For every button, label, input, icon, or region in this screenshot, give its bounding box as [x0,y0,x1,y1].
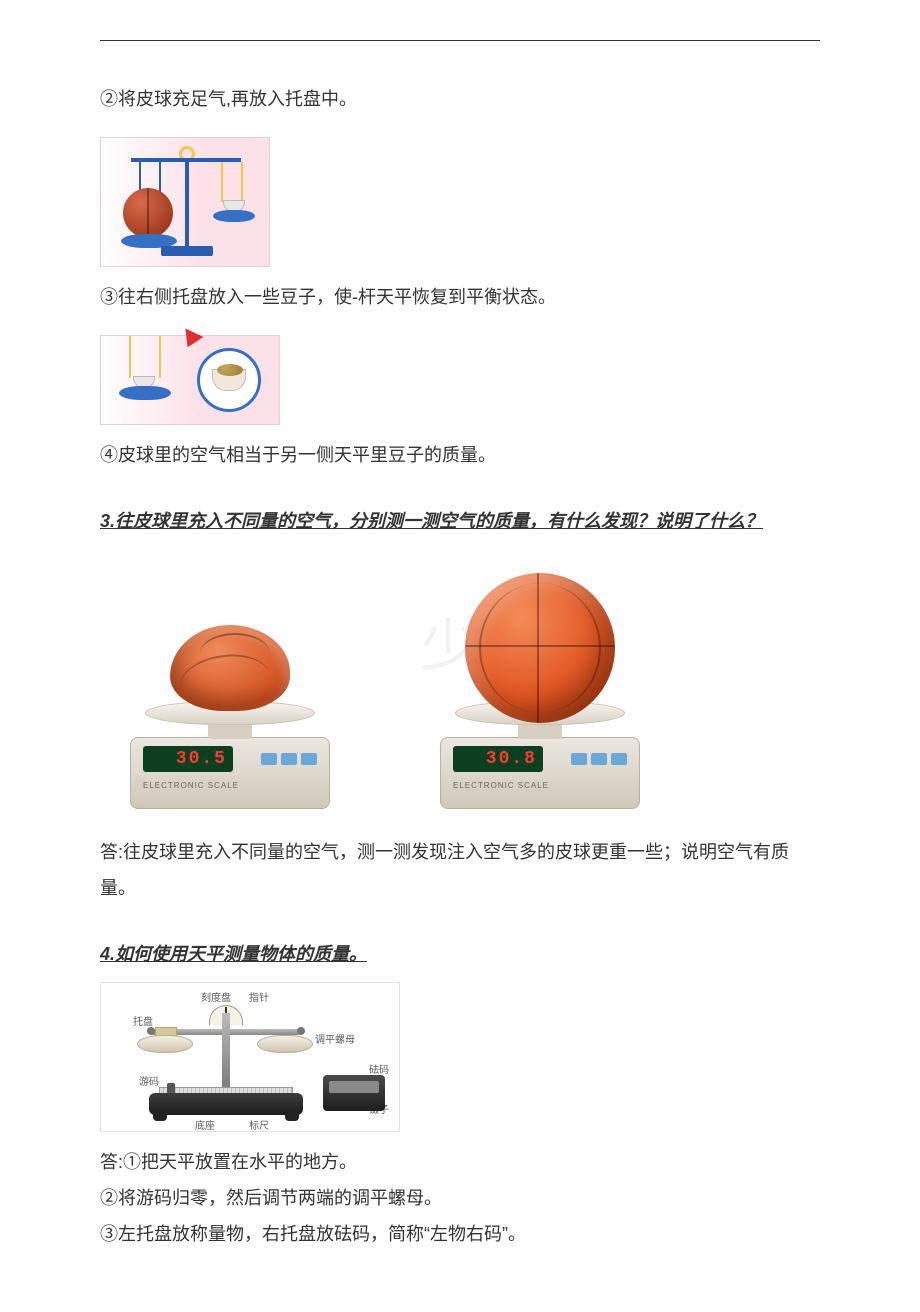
answer-4-step1: 答:①把天平放置在水平的地方。 [100,1144,820,1180]
weights-box-icon [323,1075,385,1111]
balance-illustration-1 [100,137,270,267]
label-base: 底座 [195,1117,215,1137]
question-3-heading: 3.往皮球里充入不同量的空气，分别测一测空气的质量，有什么发现？说明了什么？ [100,503,820,539]
scale-brand-left: ELECTRONIC SCALE [143,778,317,794]
step-2-text: ②将皮球充足气,再放入托盘中。 [100,81,820,117]
inflated-ball-icon [465,573,615,723]
label-slider: 游码 [139,1073,159,1093]
step-4-text: ④皮球里的空气相当于另一侧天平里豆子的质量。 [100,437,820,473]
basketball-icon [123,188,173,238]
page-top-rule [100,40,820,41]
lcd-display-left: 30.5 [143,746,233,772]
balance-illustration-2 [100,335,280,425]
answer-3-line1: 答:往皮球里充入不同量的空气，测一测发现注入空气多的皮球更重一些；说明空气有质 [100,834,820,870]
answer-4-step3: ③左托盘放称量物，右托盘放砝码，简称“左物右码”。 [100,1216,820,1252]
lcd-display-right: 30.8 [453,746,543,772]
lab-balance-diagram: 托盘 刻度盘 指针 调平螺母 游码 砝码 镊子 底座 标尺 [100,982,400,1132]
label-pointer: 指针 [249,989,269,1009]
question-4-heading: 4.如何使用天平测量物体的质量。 [100,936,820,972]
scale-inflated-ball: 30.8 ELECTRONIC SCALE [430,701,650,809]
answer-3-line2: 量。 [100,870,820,906]
answer-4-step2: ②将游码归零，然后调节两端的调平螺母。 [100,1180,820,1216]
scale-brand-right: ELECTRONIC SCALE [453,778,627,794]
reading-right: 30.8 [486,741,537,777]
step-3-text: ③往右侧托盘放入一些豆子，使-杆天平恢复到平衡状态。 [100,279,820,315]
scale-deflated-ball: 30.5 ELECTRONIC SCALE [120,701,340,809]
reading-left: 30.5 [176,741,227,777]
label-nut: 调平螺母 [315,1031,355,1051]
deflated-ball-icon [170,625,290,711]
electronic-scales-figure: 少 在 30.5 ELECTRONIC SCALE 3 [120,549,820,809]
beans-cup-detail-icon [197,348,261,412]
label-ruler: 标尺 [249,1117,269,1137]
